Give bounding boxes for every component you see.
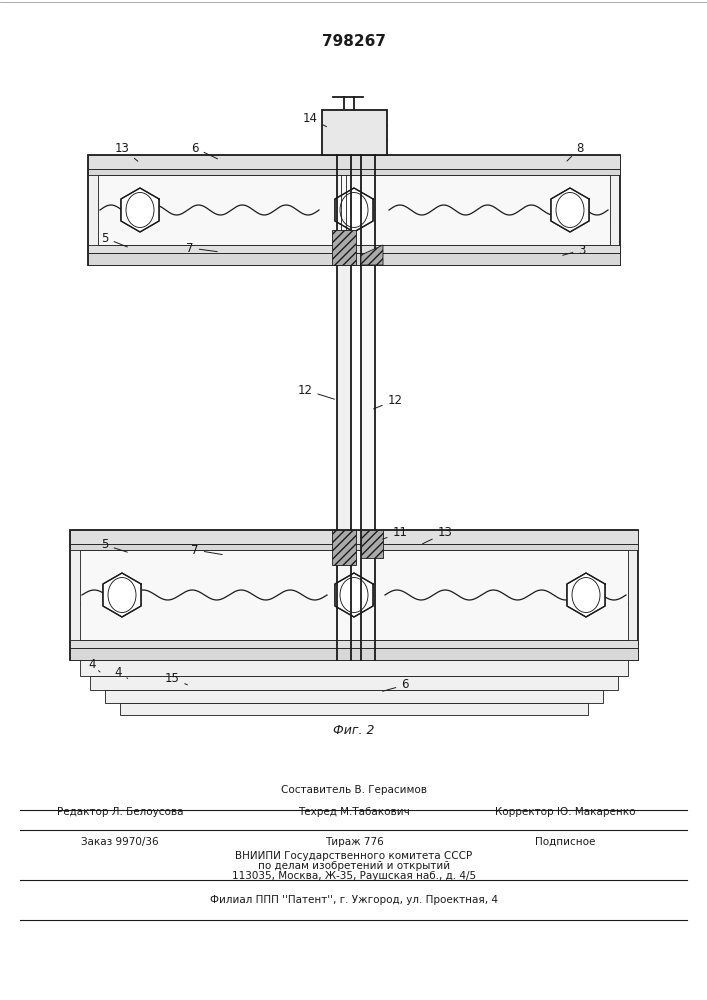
Text: Филиал ППП ''Патент'', г. Ужгород, ул. Проектная, 4: Филиал ППП ''Патент'', г. Ужгород, ул. П… xyxy=(210,895,498,905)
Bar xyxy=(88,155,620,265)
Polygon shape xyxy=(567,573,605,617)
Text: 6: 6 xyxy=(382,678,409,692)
Polygon shape xyxy=(103,573,141,617)
Text: 4: 4 xyxy=(88,658,100,672)
Bar xyxy=(337,265,351,530)
Text: 5: 5 xyxy=(101,538,127,552)
Text: 113035, Москва, Ж-35, Раушская наб., д. 4/5: 113035, Москва, Ж-35, Раушская наб., д. … xyxy=(232,871,476,881)
Text: 6: 6 xyxy=(192,141,218,159)
Bar xyxy=(98,175,610,245)
Text: 4: 4 xyxy=(115,666,128,678)
Text: Фиг. 2: Фиг. 2 xyxy=(333,724,375,736)
Bar xyxy=(361,265,375,530)
Text: ВНИИПИ Государственного комитета СССР: ВНИИПИ Государственного комитета СССР xyxy=(235,851,472,861)
Text: Корректор Ю. Макаренко: Корректор Ю. Макаренко xyxy=(495,807,636,817)
Bar xyxy=(70,648,638,660)
Polygon shape xyxy=(121,188,159,232)
Text: 13: 13 xyxy=(115,141,138,161)
Bar xyxy=(88,245,620,253)
Bar xyxy=(120,703,588,715)
Text: Тираж 776: Тираж 776 xyxy=(325,837,383,847)
Text: 14: 14 xyxy=(303,111,327,127)
Bar xyxy=(361,530,383,558)
Bar xyxy=(80,660,628,676)
Text: Заказ 9970/36: Заказ 9970/36 xyxy=(81,837,159,847)
Text: Редактор Л. Белоусова: Редактор Л. Белоусова xyxy=(57,807,183,817)
Ellipse shape xyxy=(556,192,584,228)
Bar xyxy=(70,544,638,550)
Ellipse shape xyxy=(340,578,368,612)
Ellipse shape xyxy=(572,578,600,612)
Bar xyxy=(88,169,620,175)
Text: 798267: 798267 xyxy=(322,34,386,49)
Polygon shape xyxy=(335,573,373,617)
Text: Техред М.Табакович: Техред М.Табакович xyxy=(298,807,410,817)
Text: 13: 13 xyxy=(423,526,452,544)
Bar xyxy=(332,530,356,565)
Text: 15: 15 xyxy=(165,672,187,685)
Bar xyxy=(70,530,638,544)
Polygon shape xyxy=(551,188,589,232)
Text: Составитель В. Герасимов: Составитель В. Герасимов xyxy=(281,785,427,795)
Ellipse shape xyxy=(126,192,154,228)
Text: 5: 5 xyxy=(101,232,127,247)
Ellipse shape xyxy=(108,578,136,612)
Bar xyxy=(332,230,356,265)
Bar xyxy=(105,690,603,703)
Bar xyxy=(322,110,387,155)
Polygon shape xyxy=(361,245,383,265)
Text: Подписное: Подписное xyxy=(534,837,595,847)
Polygon shape xyxy=(335,188,373,232)
Bar xyxy=(70,640,638,648)
Text: 3: 3 xyxy=(563,243,585,256)
Ellipse shape xyxy=(340,192,368,228)
Text: 7: 7 xyxy=(192,544,222,556)
Text: 12: 12 xyxy=(298,383,334,399)
Bar xyxy=(90,676,618,690)
Bar xyxy=(80,550,628,640)
Text: 12: 12 xyxy=(373,393,402,409)
Text: по делам изобретений и открытий: по делам изобретений и открытий xyxy=(258,861,450,871)
Text: 11: 11 xyxy=(382,526,407,540)
Text: 8: 8 xyxy=(567,141,584,161)
Text: 7: 7 xyxy=(186,241,217,254)
Bar xyxy=(70,530,638,660)
Bar xyxy=(88,253,620,265)
Bar xyxy=(88,155,620,169)
